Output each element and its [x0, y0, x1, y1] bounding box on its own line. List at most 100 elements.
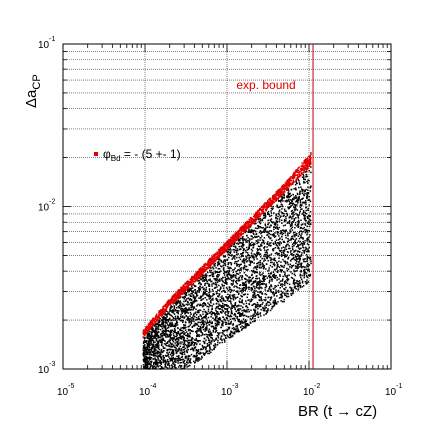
scatter-point	[165, 344, 167, 346]
scatter-point	[305, 209, 307, 212]
scatter-point	[232, 299, 235, 301]
scatter-point	[194, 285, 197, 287]
scatter-point	[286, 214, 289, 217]
scatter-point	[250, 270, 253, 272]
scatter-point	[197, 318, 200, 321]
scatter-point	[278, 281, 281, 284]
scatter-point	[157, 320, 160, 322]
scatter-point	[224, 264, 227, 267]
scatter-point	[210, 280, 212, 283]
scatter-point	[207, 344, 209, 347]
scatter-point	[154, 357, 156, 359]
scatter-point	[195, 359, 198, 362]
scatter-point	[297, 198, 300, 200]
scatter-point	[300, 255, 302, 257]
scatter-point	[308, 275, 311, 277]
scatter-point	[193, 313, 195, 316]
scatter-point	[257, 316, 260, 318]
scatter-point	[152, 351, 155, 354]
scatter-point	[162, 323, 164, 326]
scatter-point	[306, 180, 308, 183]
scatter-point	[224, 279, 227, 282]
scatter-point	[205, 288, 207, 291]
scatter-point	[222, 302, 224, 305]
scatter-point	[254, 314, 257, 317]
scatter-point	[306, 232, 309, 234]
scatter-point	[246, 257, 248, 259]
scatter-point	[195, 311, 197, 313]
scatter-point	[269, 299, 272, 301]
scatter-point	[236, 317, 238, 319]
scatter-point	[208, 335, 211, 337]
scatter-point	[275, 199, 278, 202]
scatter-point	[222, 261, 225, 264]
scatter-point	[309, 161, 311, 163]
scatter-point	[181, 341, 183, 343]
scatter-point	[258, 227, 260, 229]
scatter-point	[241, 306, 244, 309]
scatter-point	[270, 207, 273, 210]
scatter-point	[281, 295, 284, 297]
scatter-point	[261, 273, 263, 276]
scatter-point	[261, 292, 263, 294]
scatter-point	[298, 255, 301, 258]
scatter-point	[245, 326, 247, 329]
scatter-point	[222, 264, 224, 267]
scatter-point	[156, 337, 158, 340]
scatter-point	[242, 255, 245, 257]
scatter-point	[149, 344, 152, 346]
scatter-point	[214, 346, 217, 348]
scatter-point	[296, 269, 298, 272]
scatter-point	[236, 316, 239, 318]
scatter-point	[227, 297, 230, 299]
scatter-point	[203, 353, 206, 356]
scatter-point	[276, 295, 278, 297]
scatter-point	[227, 253, 230, 256]
scatter-point	[272, 258, 274, 261]
scatter-point	[182, 361, 185, 363]
scatter-point	[296, 204, 298, 206]
scatter-point	[241, 284, 244, 287]
scatter-point	[222, 324, 224, 327]
scatter-point	[242, 318, 245, 320]
scatter-point	[190, 308, 193, 311]
scatter-point	[283, 214, 285, 217]
scatter-point	[268, 254, 270, 257]
scatter-point	[232, 297, 234, 300]
scatter-point	[245, 288, 247, 290]
scatter-point	[284, 210, 286, 212]
scatter-point	[220, 291, 223, 293]
scatter-point	[175, 331, 177, 334]
scatter-point	[287, 221, 289, 223]
scatter-point	[146, 345, 149, 347]
scatter-point	[243, 238, 245, 240]
scatter-point	[295, 171, 298, 174]
scatter-point	[162, 345, 164, 348]
scatter-point	[206, 262, 209, 265]
scatter-point	[184, 326, 186, 329]
scatter-point	[230, 289, 233, 292]
scatter-point	[284, 234, 287, 237]
scatter-point	[288, 198, 290, 201]
scatter-point	[281, 229, 284, 231]
scatter-point	[250, 318, 252, 321]
scatter-point	[146, 360, 149, 362]
scatter-point	[268, 226, 271, 228]
scatter-point	[173, 337, 175, 339]
scatter-point	[277, 206, 280, 209]
scatter-point	[280, 255, 283, 257]
scatter-point	[229, 296, 231, 298]
scatter-point	[286, 195, 288, 197]
scatter-series-red	[142, 152, 312, 339]
scatter-point	[305, 174, 308, 176]
scatter-point	[211, 298, 213, 301]
scatter-point	[199, 309, 202, 312]
scatter-point	[305, 213, 308, 215]
scatter-point	[175, 299, 177, 301]
scatter-point	[235, 260, 238, 263]
scatter-point	[221, 295, 223, 297]
scatter-point	[160, 325, 162, 327]
scatter-point	[208, 283, 210, 285]
scatter-point	[170, 355, 173, 357]
scatter-point	[217, 273, 219, 276]
